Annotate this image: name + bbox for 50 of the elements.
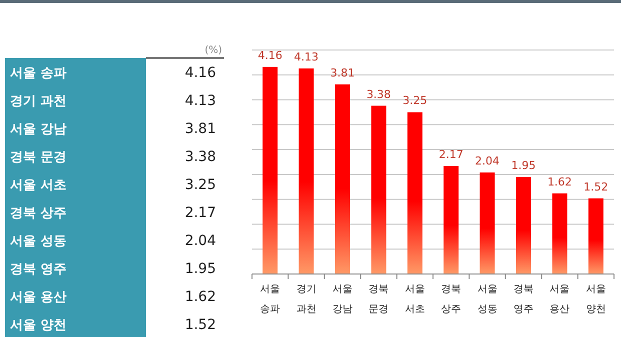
x-tick-label: 서울 강남 [332, 284, 352, 315]
x-tick-label: 경기 과천 [296, 284, 316, 315]
x-tick-label: 서울 성동 [477, 284, 498, 315]
bar [371, 106, 386, 274]
data-label: 1.52 [584, 180, 608, 194]
data-label: 1.95 [511, 158, 536, 172]
data-label: 2.04 [184, 233, 216, 249]
bar [298, 68, 314, 274]
data-label: 3.38 [184, 149, 216, 165]
data-label: 4.13 [184, 93, 216, 109]
x-tick-label: 서울 서초 [404, 284, 425, 315]
category-label: 경북 문경 [10, 150, 67, 165]
bar [516, 176, 531, 274]
data-label: 4.16 [258, 48, 282, 62]
x-tick-label: 서울 송파 [260, 284, 280, 315]
data-label: 1.62 [547, 175, 572, 188]
category-label: 서울 성동 [10, 234, 67, 249]
data-label: 2.17 [184, 205, 216, 221]
data-label: 4.13 [294, 50, 319, 64]
x-tick-label: 경북 문경 [368, 284, 389, 315]
bar [407, 112, 422, 274]
x-tick-label: 경북 상주 [441, 284, 462, 315]
category-label: 서울 양천 [10, 318, 67, 333]
data-label: 1.95 [184, 261, 216, 277]
x-tick-label: 경북 영주 [514, 284, 534, 315]
category-label: 경북 영주 [10, 262, 67, 277]
category-label: 서울 송파 [10, 66, 67, 81]
bar [444, 166, 459, 274]
data-label: 4.16 [184, 65, 216, 81]
x-tick-label: 서울 양천 [586, 284, 606, 315]
bar [335, 84, 350, 274]
text: (%) [204, 45, 222, 56]
category-label: 경기 과천 [10, 94, 67, 109]
category-label: 경북 상주 [10, 206, 67, 221]
data-label: 1.62 [184, 289, 216, 305]
data-label: 2.04 [475, 154, 500, 168]
bar [588, 198, 604, 274]
data-label: 3.25 [402, 94, 428, 108]
category-label: 서울 서초 [10, 178, 67, 193]
bar [262, 66, 278, 274]
data-label: 3.25 [184, 177, 216, 193]
data-label: 3.81 [184, 121, 216, 137]
data-label: 3.38 [366, 88, 391, 101]
bar [480, 172, 495, 274]
data-label: 3.81 [330, 66, 355, 80]
data-label: 2.17 [438, 148, 464, 161]
category-label: 서울 강남 [10, 122, 67, 137]
x-tick-label: 서울 용산 [550, 284, 570, 315]
data-label: 1.52 [184, 317, 216, 333]
bar [552, 193, 568, 274]
